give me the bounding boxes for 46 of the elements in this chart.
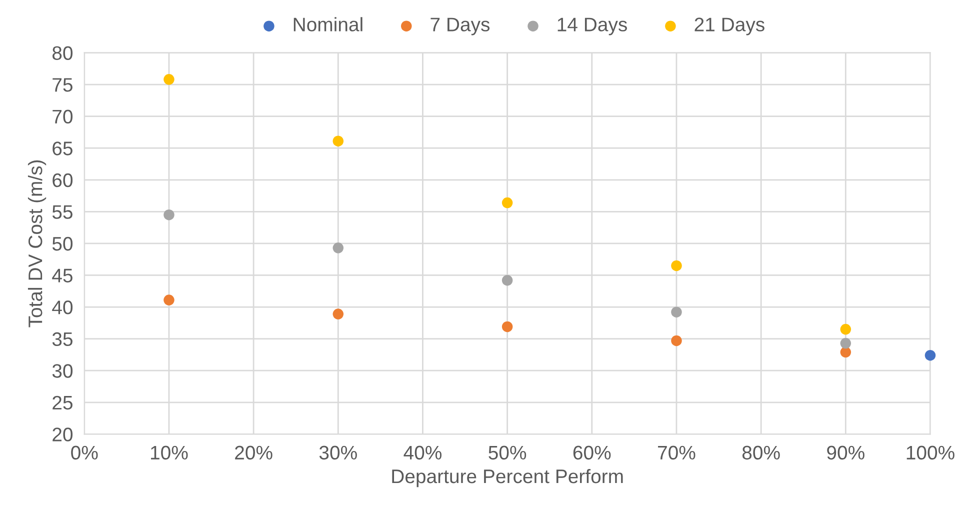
x-tick-label: 100% <box>906 446 954 460</box>
x-tick-label: 90% <box>827 446 864 460</box>
point <box>840 346 852 358</box>
point <box>502 197 513 208</box>
point <box>164 294 174 306</box>
point <box>332 308 344 320</box>
point <box>502 321 513 332</box>
y-tick-label: 30 <box>52 364 73 378</box>
point <box>164 74 174 85</box>
point <box>332 136 344 146</box>
x-axis-title: Departure Percent Perform <box>392 468 623 488</box>
point <box>164 209 174 220</box>
y-axis-title: Total DV Cost (m/s) <box>28 160 46 328</box>
point <box>502 274 513 286</box>
y-tick-label: 25 <box>52 396 72 410</box>
legend-label: Nominal <box>294 17 362 32</box>
y-tick-label: 75 <box>52 78 72 92</box>
point <box>671 306 682 318</box>
y-tick-label: 55 <box>52 205 72 219</box>
y-tick-label: 70 <box>52 110 73 124</box>
legend-label: 7 Days <box>430 18 490 36</box>
point <box>671 335 682 346</box>
x-tick-label: 60% <box>573 446 611 460</box>
y-tick-label: 35 <box>52 332 72 346</box>
x-tick-label: 10% <box>151 446 188 460</box>
x-tick-label: 40% <box>404 446 442 460</box>
y-tick-label: 40 <box>52 300 73 314</box>
point <box>840 324 852 335</box>
y-tick-label: 80 <box>52 46 73 60</box>
point <box>924 350 936 361</box>
point <box>332 242 344 254</box>
y-tick-label: 65 <box>52 142 72 156</box>
x-tick-label: 20% <box>235 446 272 460</box>
y-tick-label: 60 <box>52 173 73 188</box>
point <box>840 338 852 349</box>
y-tick-label: 50 <box>52 236 73 251</box>
point <box>671 260 682 272</box>
legend-label: 14 Days <box>558 18 627 36</box>
y-tick-label: 45 <box>52 268 72 282</box>
x-tick-label: 50% <box>488 446 526 460</box>
x-tick-label: 30% <box>319 446 357 460</box>
legend-label: 21 Days <box>694 18 764 36</box>
y-tick-label: 20 <box>52 428 73 442</box>
x-tick-label: 70% <box>658 446 696 460</box>
x-tick-label: 80% <box>742 446 780 460</box>
x-tick-label: 0% <box>71 446 98 460</box>
